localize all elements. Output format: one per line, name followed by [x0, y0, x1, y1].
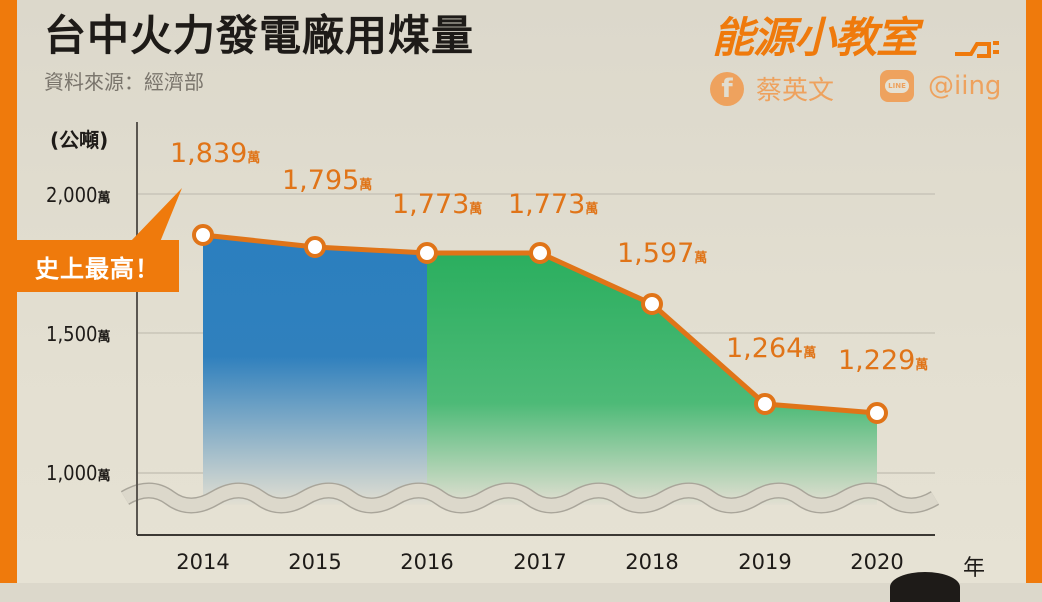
x-tick-2015: 2015 [288, 550, 342, 574]
plug-icon [955, 41, 999, 58]
callout-pointer [130, 188, 182, 242]
x-tick-2014: 2014 [176, 550, 230, 574]
line-id: @iing [928, 71, 1002, 101]
value-label-2020: 1,229萬 [838, 345, 929, 376]
record-high-callout: 史上最高！ [17, 240, 179, 292]
value-label-2019: 1,264萬 [726, 333, 817, 364]
left-accent-bar [0, 0, 17, 583]
value-label-2014: 1,839萬 [170, 138, 261, 169]
axis-break [121, 484, 939, 512]
x-axis-unit: 年 [963, 556, 986, 581]
brand-logo: 能源小教室 [712, 13, 918, 62]
portrait-photo-edge [890, 572, 960, 602]
line-link[interactable]: LINE @iing [880, 70, 1001, 102]
y-axis-unit: (公噸) [50, 128, 109, 152]
x-tick-2016: 2016 [400, 550, 454, 574]
data-points [192, 224, 888, 424]
y-tick-1000: 1,000萬 [46, 461, 111, 485]
chart-title: 台中火力發電廠用煤量 [44, 11, 475, 60]
y-tick-1500: 1,500萬 [46, 322, 111, 346]
x-tick-2017: 2017 [513, 550, 567, 574]
x-tick-2019: 2019 [738, 550, 792, 574]
facebook-icon: f [710, 71, 744, 106]
area-green [427, 253, 877, 505]
source-label: 資料來源：經濟部 [44, 70, 204, 94]
area-blue [203, 235, 427, 505]
value-label-2018: 1,597萬 [617, 238, 708, 269]
value-label-2015: 1,795萬 [282, 165, 373, 196]
y-tick-2000: 2,000萬 [46, 183, 111, 207]
value-label-2016: 1,773萬 [392, 189, 483, 220]
x-tick-2020: 2020 [850, 550, 904, 574]
right-accent-bar [1026, 0, 1042, 583]
facebook-name: 蔡英文 [756, 76, 835, 106]
facebook-link[interactable]: f 蔡英文 [710, 70, 834, 107]
value-label-2017: 1,773萬 [508, 189, 599, 220]
x-tick-2018: 2018 [625, 550, 679, 574]
line-icon: LINE [880, 70, 914, 102]
area-chart [120, 122, 940, 536]
